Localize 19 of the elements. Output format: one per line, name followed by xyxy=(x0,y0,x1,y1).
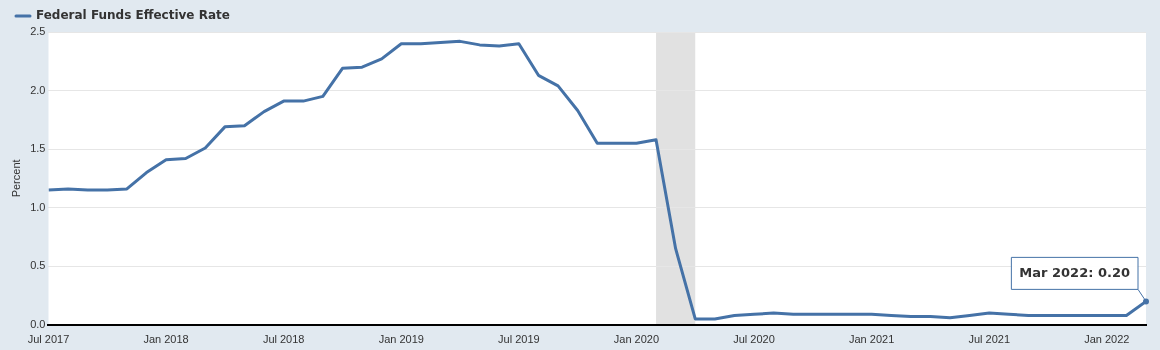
x-tick-label: Jul 2021 xyxy=(968,333,1011,346)
x-tick-label: Jan 2022 xyxy=(1084,333,1130,346)
x-tick-label: Jan 2021 xyxy=(848,333,895,346)
x-tick-label: Jul 2019 xyxy=(498,333,540,346)
y-tick-label: 2.5 xyxy=(30,25,46,38)
x-tick-label: Jul 2018 xyxy=(262,333,305,346)
y-tick-label: 1.5 xyxy=(30,142,46,155)
x-tick-label: Jul 2020 xyxy=(733,333,775,346)
y-tick-label: 2.0 xyxy=(30,83,46,96)
x-tick-label: Jan 2020 xyxy=(613,333,660,346)
y-tick-label: 1.0 xyxy=(30,200,46,213)
y-tick-label: 0.0 xyxy=(30,317,46,330)
x-tick-label: Jul 2017 xyxy=(27,333,70,346)
legend-label: Federal Funds Effective Rate xyxy=(36,8,230,23)
y-axis-title: Percent xyxy=(9,159,22,198)
x-tick-label: Jan 2019 xyxy=(378,333,424,346)
x-tick-label: Jan 2018 xyxy=(143,333,189,346)
annotation: Mar 2022: 0.20 xyxy=(1019,264,1131,280)
y-tick-label: 0.5 xyxy=(30,259,46,272)
